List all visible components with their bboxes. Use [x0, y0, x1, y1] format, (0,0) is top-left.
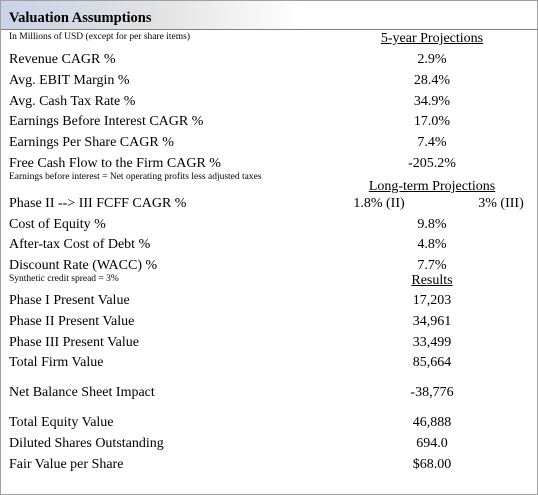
row-label: Earnings Per Share CAGR %: [9, 135, 174, 151]
row-value: 9.8%: [417, 216, 447, 232]
row-value: 4.8%: [417, 237, 447, 253]
row-value: 33,499: [412, 334, 452, 350]
row-label: Avg. Cash Tax Rate %: [9, 93, 136, 109]
row-label: Phase II Present Value: [9, 313, 135, 329]
row-label: Discount Rate (WACC) %: [9, 258, 158, 274]
row-value: 28.4%: [413, 72, 451, 88]
row-value: -205.2%: [408, 156, 456, 171]
title: Valuation Assumptions: [9, 10, 152, 26]
row-label: Cost of Equity %: [9, 216, 106, 232]
row-value: 34.9%: [413, 93, 451, 109]
row-label: Phase I Present Value: [9, 293, 130, 308]
row-label: Fair Value per Share: [9, 456, 124, 472]
row-label: Net Balance Sheet Impact: [9, 385, 155, 401]
title-bar: [1, 1, 537, 30]
section-heading: 5-year Projections: [380, 31, 484, 46]
row-value: -38,776: [410, 385, 454, 401]
row-value: $68.00: [412, 456, 452, 472]
row-value: 85,664: [412, 355, 452, 371]
row-value: 17,203: [412, 293, 452, 308]
row-label: Phase II --> III FCFF CAGR %: [9, 195, 187, 211]
row-label: Diluted Shares Outstanding: [9, 435, 164, 451]
row-value: 694.0: [416, 435, 448, 451]
subtitle: In Millions of USD (except for per share…: [9, 32, 190, 42]
row-label: After-tax Cost of Debt %: [9, 237, 151, 253]
row-value: 1.8% (II): [353, 195, 405, 211]
row-label: Total Equity Value: [9, 415, 114, 430]
row-label: Revenue CAGR %: [9, 52, 116, 67]
section-heading: Long-term Projections: [368, 178, 496, 194]
section-heading: Results: [411, 273, 453, 288]
row-label: Free Cash Flow to the Firm CAGR %: [9, 156, 221, 171]
row-label: Avg. EBIT Margin %: [9, 72, 130, 88]
row-value: 7.4%: [417, 135, 447, 151]
row-value: 34,961: [412, 313, 452, 329]
note: Earnings before interest = Net operating…: [9, 171, 262, 182]
row-value: 46,888: [412, 415, 452, 430]
row-value: 3% (III): [478, 195, 524, 211]
row-value: 7.7%: [417, 258, 447, 274]
row-label: Earnings Before Interest CAGR %: [9, 114, 204, 130]
row-label: Phase III Present Value: [9, 334, 139, 350]
row-value: 2.9%: [417, 52, 447, 67]
row-label: Total Firm Value: [9, 355, 104, 371]
note: Synthetic credit spread = 3%: [9, 274, 119, 284]
row-value: 17.0%: [413, 114, 451, 130]
